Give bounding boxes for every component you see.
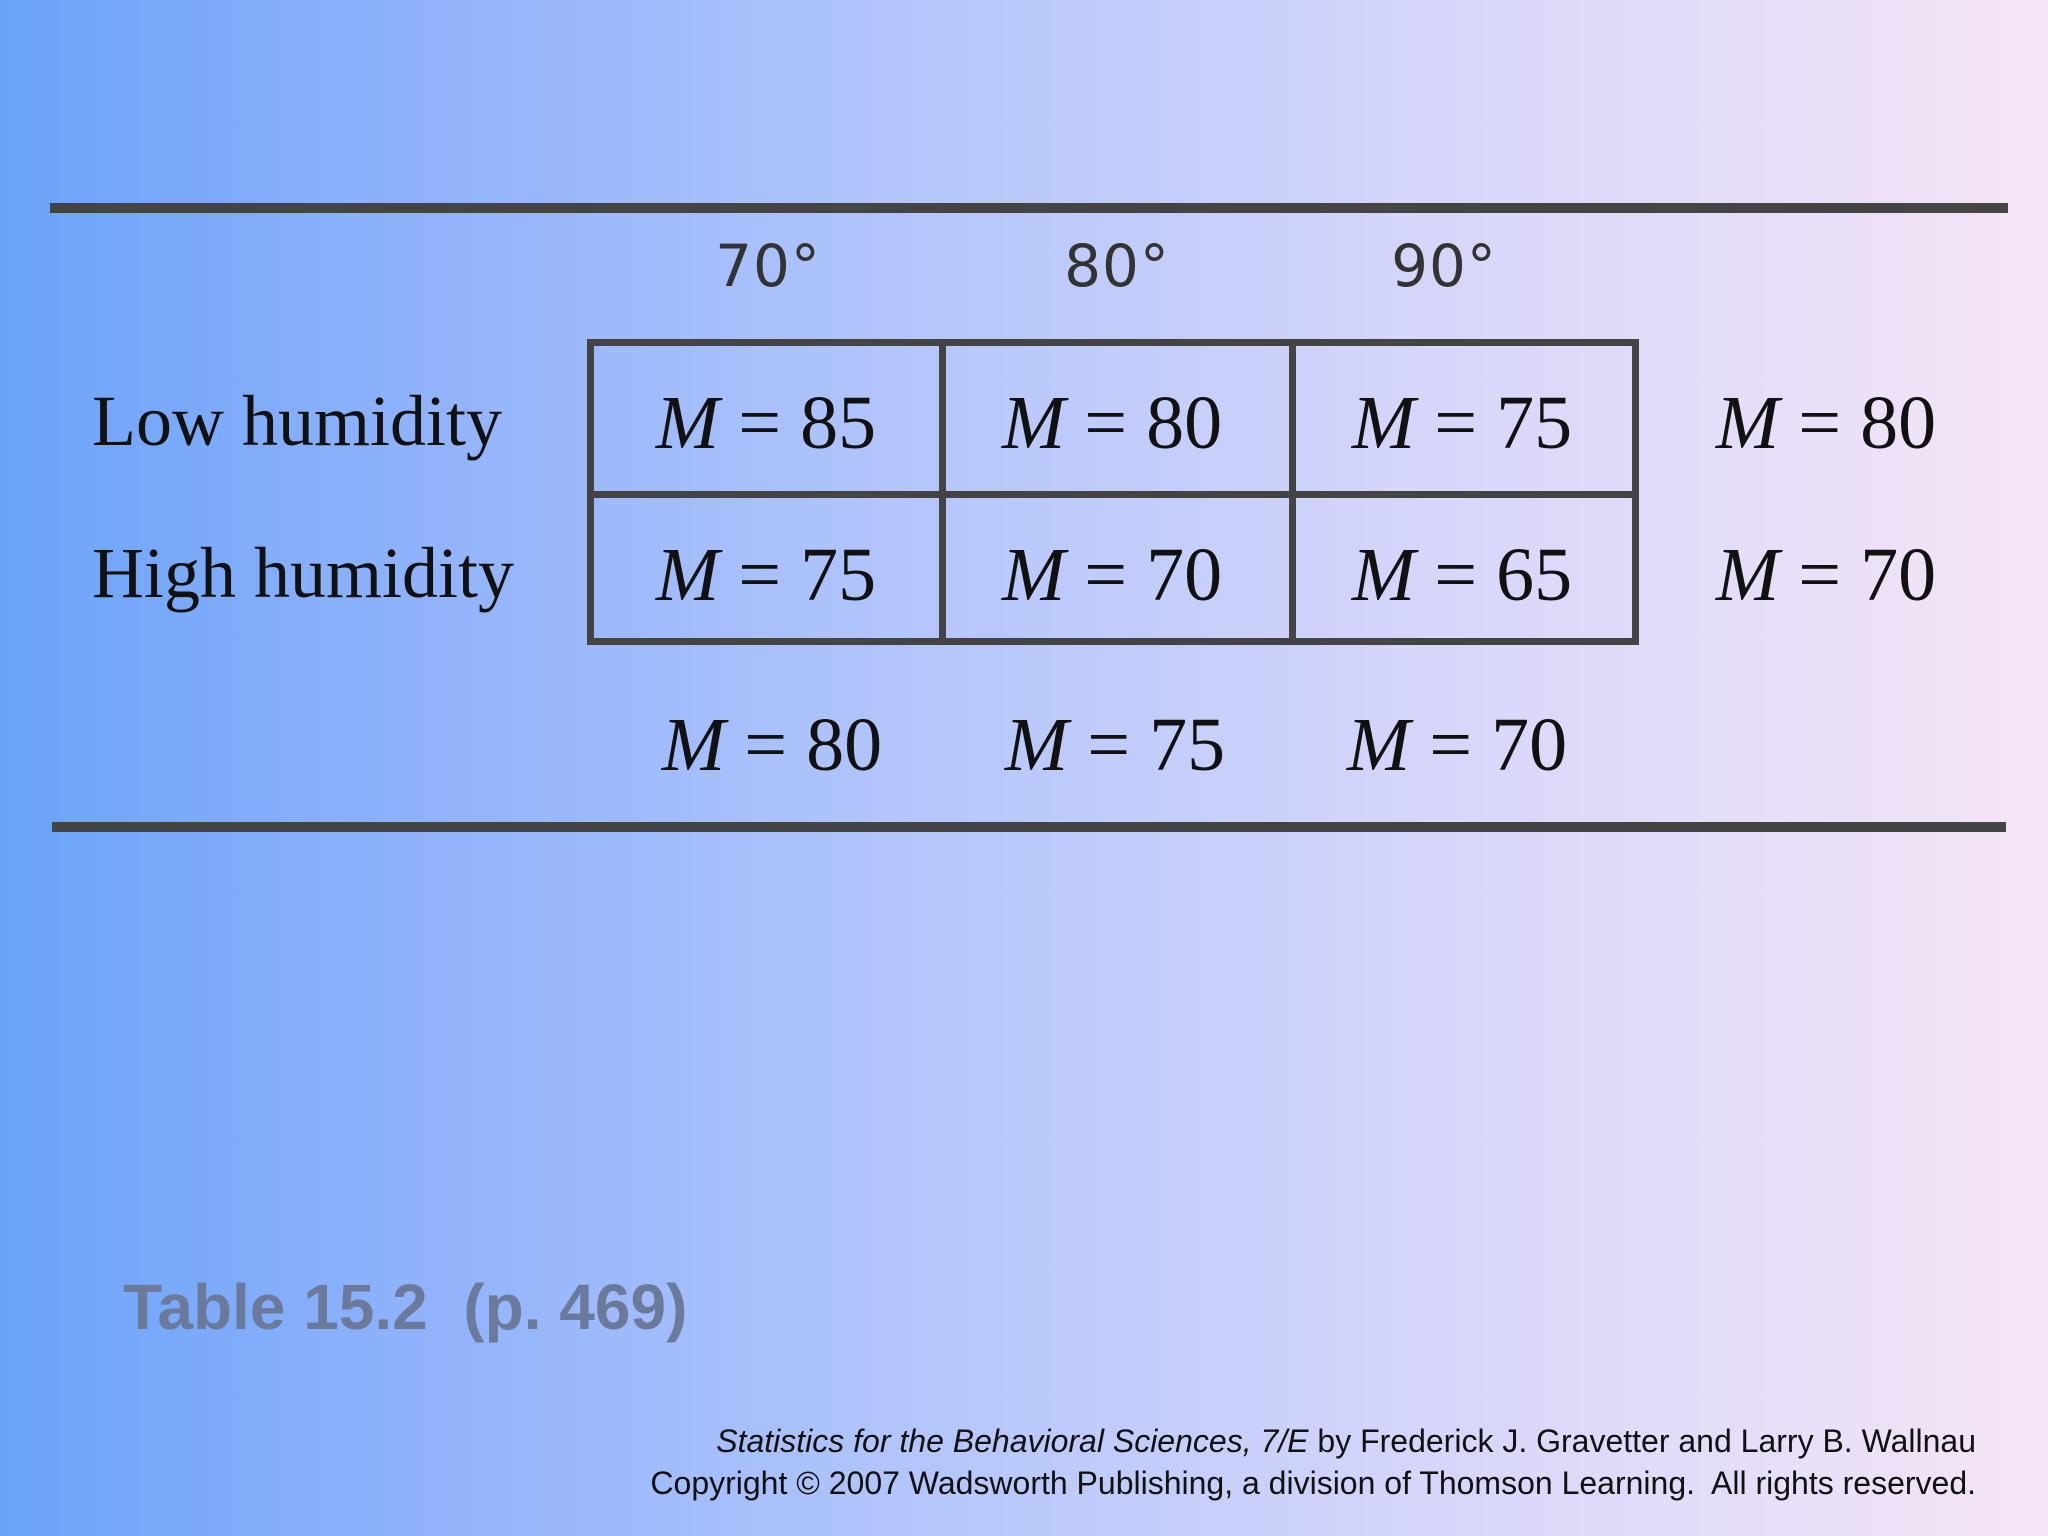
cell-mean-high-90: M = 65 [1351, 533, 1573, 617]
top-rule [50, 203, 2008, 213]
row-mean-low: M = 80 [1715, 381, 1937, 465]
row-mean-high: M = 70 [1715, 533, 1937, 617]
book-title: Statistics for the Behavioral Sciences, … [716, 1423, 1309, 1459]
bottom-rule [52, 822, 2006, 832]
column-header-90: 90° [1391, 232, 1497, 300]
cell-mean-low-70: M = 85 [655, 381, 877, 465]
column-mean-80: M = 75 [1004, 703, 1226, 787]
copyright-line: Copyright © 2007 Wadsworth Publishing, a… [650, 1465, 1976, 1501]
row-label-high-humidity: High humidity [92, 533, 515, 613]
grid-divider [594, 491, 1632, 498]
means-grid [587, 339, 1639, 645]
cell-mean-low-90: M = 75 [1351, 381, 1573, 465]
table-caption: Table 15.2 (p. 469) [123, 1271, 688, 1343]
column-header-70: 70° [715, 232, 821, 300]
column-mean-70: M = 80 [661, 703, 883, 787]
cell-mean-high-80: M = 70 [1001, 533, 1223, 617]
cell-mean-low-80: M = 80 [1001, 381, 1223, 465]
column-mean-90: M = 70 [1346, 703, 1568, 787]
cell-mean-high-70: M = 75 [655, 533, 877, 617]
column-header-80: 80° [1064, 232, 1170, 300]
book-authors: by Frederick J. Gravetter and Larry B. W… [1308, 1423, 1976, 1459]
row-label-low-humidity: Low humidity [92, 381, 502, 461]
credits-line-1: Statistics for the Behavioral Sciences, … [650, 1420, 1976, 1462]
credits: Statistics for the Behavioral Sciences, … [650, 1420, 1976, 1504]
